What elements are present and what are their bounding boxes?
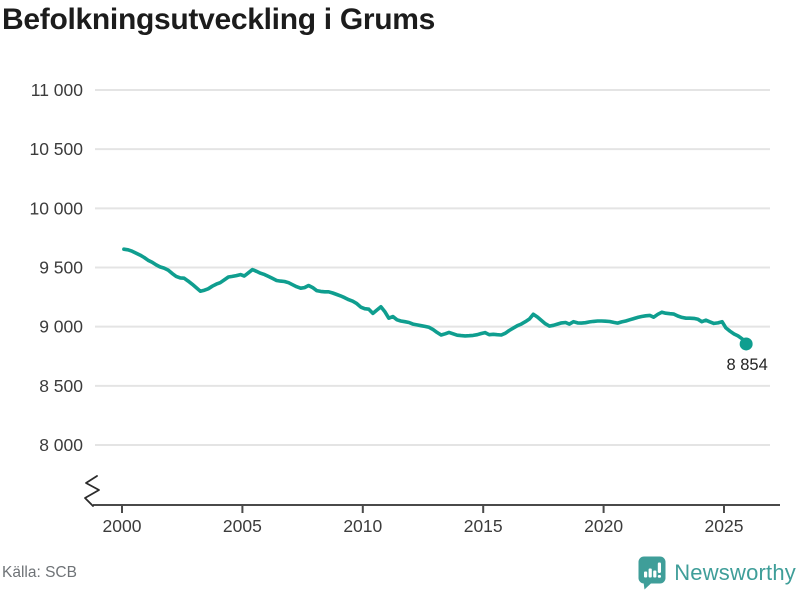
population-line-chart: 11 000 10 500 10 000 9 500 9 000 8 500 8 000 2… xyxy=(29,80,780,536)
y-axis-label: 9 500 xyxy=(39,258,83,278)
x-axis-label: 2010 xyxy=(343,516,382,536)
newsworthy-logo[interactable]: Newsworthy xyxy=(638,556,796,590)
y-axis-label: 8 000 xyxy=(39,435,83,455)
chart-title: Befolkningsutveckling i Grums xyxy=(2,3,436,36)
end-point-marker xyxy=(739,337,753,351)
x-axis-label: 2025 xyxy=(705,516,744,536)
axis-break-icon xyxy=(84,475,100,507)
population-series: 8 854 xyxy=(122,247,768,374)
population-line xyxy=(122,247,749,346)
x-axis-labels: 2000 2005 2010 2015 2020 2025 xyxy=(103,516,744,536)
y-axis-label: 10 000 xyxy=(29,198,83,218)
end-value-label: 8 854 xyxy=(727,356,768,374)
source-label: Källa: SCB xyxy=(2,564,77,581)
x-axis-label: 2020 xyxy=(584,516,623,536)
x-axis-label: 2005 xyxy=(223,516,262,536)
brand-name: Newsworthy xyxy=(674,560,796,585)
gridlines xyxy=(95,89,770,447)
x-axis-label: 2015 xyxy=(464,516,503,536)
y-axis-label: 10 500 xyxy=(29,139,83,159)
y-axis-label: 11 000 xyxy=(31,80,83,100)
y-axis-label: 8 500 xyxy=(39,376,83,396)
x-axis-ticks xyxy=(121,505,725,513)
x-axis-label: 2000 xyxy=(103,516,142,536)
chart-footer: Källa: SCB Newsworthy xyxy=(0,554,800,600)
newsworthy-icon xyxy=(638,556,666,590)
y-axis-labels: 11 000 10 500 10 000 9 500 9 000 8 500 8 000 xyxy=(29,80,83,455)
y-axis-label: 9 000 xyxy=(39,317,83,337)
